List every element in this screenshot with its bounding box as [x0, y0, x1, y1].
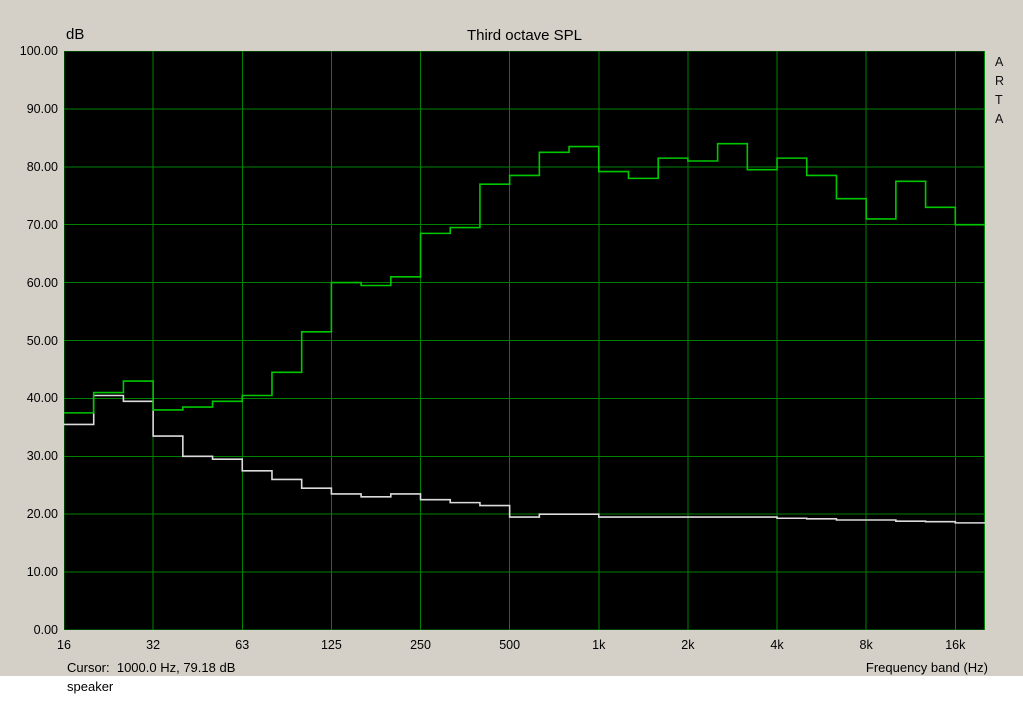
status-bar: speaker: [0, 676, 1023, 701]
y-tick-label: 10.00: [26, 565, 58, 580]
cursor-readout: Cursor: 1000.0 Hz, 79.18 dB: [67, 660, 236, 675]
x-tick-label: 63: [235, 638, 250, 652]
x-tick-label: 16k: [945, 638, 966, 652]
chart-title: Third octave SPL: [466, 27, 583, 44]
y-tick-label: 20.00: [26, 507, 58, 522]
x-tick-label: 8k: [859, 638, 873, 652]
x-tick-label: 500: [499, 638, 521, 652]
spl-plot-svg: [64, 51, 985, 630]
y-tick-label: 0.00: [33, 623, 58, 637]
spl-trace-noise-floor: [64, 394, 985, 524]
x-tick-label: 32: [146, 638, 161, 652]
y-axis-unit-label: dB: [66, 26, 85, 43]
x-tick-label: 1k: [592, 638, 606, 652]
x-tick-label: 2k: [681, 638, 695, 652]
spl-trace-speaker: [64, 142, 985, 414]
spl-plot-area[interactable]: [64, 51, 985, 630]
y-tick-label: 90.00: [26, 101, 58, 116]
y-tick-label: 70.00: [26, 217, 58, 232]
y-tick-label: 30.00: [26, 449, 58, 464]
arta-watermark: ARTA: [995, 55, 1005, 126]
y-tick-label: 60.00: [26, 275, 58, 290]
y-tick-label: 40.00: [26, 391, 58, 406]
x-tick-label: 250: [410, 638, 431, 652]
x-axis-title: Frequency band (Hz): [865, 660, 988, 675]
signal-name-label: speaker: [67, 679, 114, 694]
x-tick-label: 4k: [770, 638, 784, 652]
y-tick-label: 50.00: [26, 333, 58, 348]
x-tick-label: 16: [57, 638, 71, 652]
plot-grid: [64, 51, 985, 630]
x-tick-label: 125: [320, 638, 342, 652]
y-tick-label: 100.00: [19, 44, 58, 58]
y-tick-label: 80.00: [26, 159, 58, 174]
